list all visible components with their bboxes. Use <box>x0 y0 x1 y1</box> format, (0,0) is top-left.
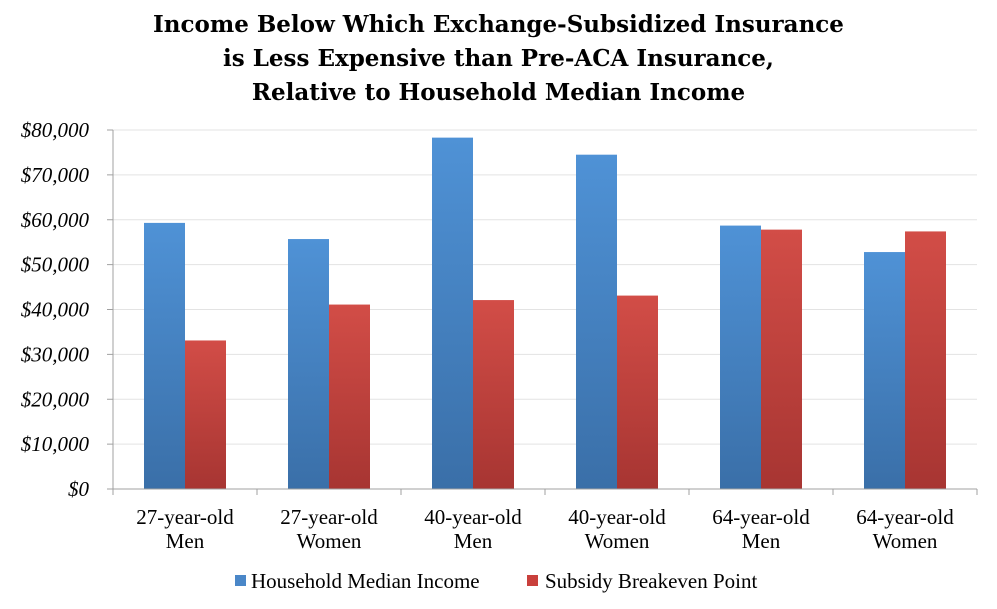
x-tick-label: 27-year-old <box>280 505 378 529</box>
bar-subsidy-breakeven-point <box>329 304 370 489</box>
x-tick-label: Men <box>166 529 205 553</box>
y-tick-label: $50,000 <box>21 253 90 277</box>
y-tick-label: $30,000 <box>21 342 90 366</box>
chart-title-line-2: is Less Expensive than Pre-ACA Insurance… <box>223 45 774 72</box>
bar-household-median-income <box>432 137 473 489</box>
y-tick-label: $60,000 <box>21 208 90 232</box>
x-tick-label: Men <box>454 529 493 553</box>
legend-swatch <box>235 575 246 586</box>
y-tick-label: $10,000 <box>21 432 90 456</box>
bar-subsidy-breakeven-point <box>473 300 514 489</box>
y-tick-label: $70,000 <box>21 163 90 187</box>
y-tick-label: $0 <box>68 477 90 501</box>
x-tick-label: 40-year-old <box>568 505 666 529</box>
bar-subsidy-breakeven-point <box>761 229 802 489</box>
bar-subsidy-breakeven-point <box>905 231 946 490</box>
legend-label: Subsidy Breakeven Point <box>545 569 757 593</box>
x-tick-label: Women <box>585 529 650 553</box>
legend-swatch <box>527 575 538 586</box>
bar-subsidy-breakeven-point <box>185 340 226 489</box>
bar-household-median-income <box>720 225 761 490</box>
x-tick-label: 40-year-old <box>424 505 522 529</box>
chart-title: Income Below Which Exchange-Subsidized I… <box>0 8 997 110</box>
legend-label: Household Median Income <box>251 569 480 593</box>
x-tick-label: 64-year-old <box>856 505 954 529</box>
bar-household-median-income <box>864 252 905 489</box>
bar-household-median-income <box>144 222 185 490</box>
bar-household-median-income <box>288 239 329 489</box>
y-tick-label: $80,000 <box>21 118 90 142</box>
x-tick-label: Women <box>873 529 938 553</box>
chart-title-line-1: Income Below Which Exchange-Subsidized I… <box>153 11 844 38</box>
bar-household-median-income <box>576 154 617 489</box>
x-tick-label: 27-year-old <box>136 505 234 529</box>
y-tick-label: $40,000 <box>21 298 90 322</box>
chart-title-line-3: Relative to Household Median Income <box>251 79 746 106</box>
x-tick-label: Women <box>297 529 362 553</box>
bar-subsidy-breakeven-point <box>617 295 658 489</box>
x-tick-label: Men <box>742 529 781 553</box>
x-tick-label: 64-year-old <box>712 505 810 529</box>
y-tick-label: $20,000 <box>21 387 90 411</box>
